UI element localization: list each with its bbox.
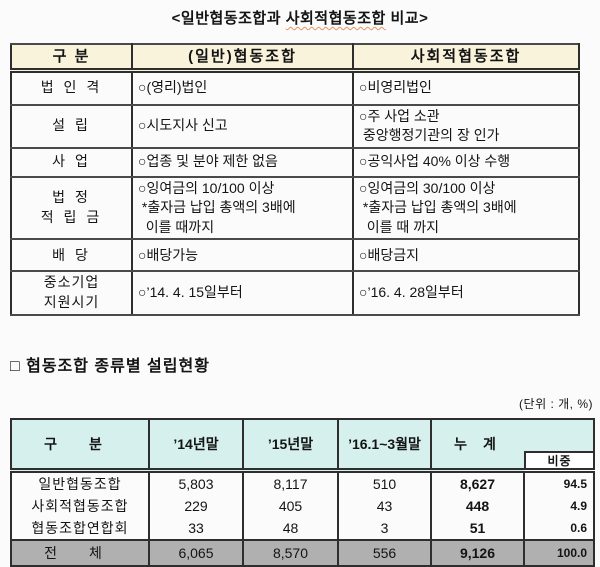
status-row-federation: 협동조합연합회 33 48 3 51 0.6 (11, 517, 594, 540)
table-row-establishment: 설 립 ○시도지사 신고 ○주 사업 소관 중앙행정기관의 장 인가 (10, 103, 580, 149)
page-title: <일반협동조합과 사회적협동조합 비교> (0, 7, 600, 28)
share-column-header: 비중 (524, 451, 593, 468)
social-coop-cell: ○잉여금의 30/100 이상 *출자금 납입 총액의 3배에 이를 때 까지 (352, 175, 580, 241)
table-row-legal-status: 법 인 격 ○(영리)법인 ○비영리법인 (10, 69, 580, 106)
header-category: 구 분 (10, 43, 133, 73)
row-label: 전 체 (11, 539, 149, 566)
cell-cumulative: 9,126 (430, 539, 524, 566)
row-label: 중소기업 지원시기 (10, 270, 133, 316)
cell-2015: 405 (242, 495, 338, 517)
cell-2016q1: 556 (337, 539, 431, 566)
status-row-general: 일반협동조합 5,803 8,117 510 8,627 94.5 (11, 470, 594, 495)
cell-share: 100.0 (523, 539, 594, 566)
general-coop-cell: ○(영리)법인 (131, 69, 354, 106)
status-header-row: 구 분 ’14년말 ’15년말 ’16.1~3월말 누 계 비중 (11, 419, 594, 473)
header-2014: ’14년말 (148, 419, 243, 473)
cell-share: 94.5 (523, 470, 594, 495)
cell-2016q1: 510 (337, 470, 431, 495)
table-row-sme-support: 중소기업 지원시기 ○’14. 4. 15일부터 ○’16. 4. 28일부터 (10, 270, 580, 316)
table-row-legal-reserve: 법 정 적 립 금 ○잉여금의 10/100 이상 *출자금 납입 총액의 3배… (10, 175, 580, 241)
header-cumulative: 누 계 (430, 419, 524, 473)
row-label: 사회적협동조합 (31, 498, 129, 514)
general-coop-cell: ○잉여금의 10/100 이상 *출자금 납입 총액의 3배에 이를 때까지 (131, 175, 354, 241)
status-row-total: 전 체 6,065 8,570 556 9,126 100.0 (11, 539, 594, 566)
row-label: 배 당 (10, 238, 133, 273)
cell-2014: 33 (148, 517, 243, 540)
status-row-social: 사회적협동조합 229 405 43 448 4.9 (11, 495, 594, 517)
social-coop-cell: ○공익사업 40% 이상 수행 (352, 146, 580, 178)
status-table: 구 분 ’14년말 ’15년말 ’16.1~3월말 누 계 비중 일반협동조합 … (10, 418, 595, 567)
section-heading: □ 협동조합 종류별 설립현황 (10, 358, 210, 375)
cell-share: 0.6 (523, 517, 594, 540)
unit-label: (단위 : 개, %) (519, 397, 593, 411)
social-coop-cell: ○배당금지 (352, 238, 580, 273)
table-row-dividend: 배 당 ○배당가능 ○배당금지 (10, 238, 580, 273)
social-coop-cell: ○주 사업 소관 중앙행정기관의 장 인가 (352, 103, 580, 149)
cell-2014: 5,803 (148, 470, 243, 495)
cell-2015: 48 (242, 517, 338, 540)
cell-2016q1: 3 (337, 517, 431, 540)
row-label: 일반협동조합 (38, 476, 122, 492)
header-2015: ’15년말 (242, 419, 338, 473)
general-coop-cell: ○’14. 4. 15일부터 (131, 270, 354, 316)
title-prefix: <일반협동조합과 (171, 10, 286, 27)
social-coop-cell: ○비영리법인 (352, 69, 580, 106)
row-label: 협동조합연합회 (31, 520, 129, 536)
cell-2015: 8,117 (242, 470, 338, 495)
document-page: <일반협동조합과 사회적협동조합 비교> 구 분 (일반)협동조합 사회적협동조… (0, 7, 600, 567)
cell-2014: 6,065 (148, 539, 243, 566)
cell-cumulative: 51 (430, 517, 524, 540)
header-social-coop: 사회적협동조합 (352, 43, 580, 73)
cell-2014: 229 (148, 495, 243, 517)
title-highlight: 사회적협동조합 (285, 10, 386, 27)
table-row-business: 사 업 ○업종 및 분야 제한 없음 ○공익사업 40% 이상 수행 (10, 146, 580, 178)
row-label: 법 인 격 (10, 69, 133, 106)
row-label: 사 업 (10, 146, 133, 178)
row-label: 법 정 적 립 금 (10, 175, 133, 241)
comparison-table: 구 분 (일반)협동조합 사회적협동조합 법 인 격 ○(영리)법인 ○비영리법… (10, 43, 580, 316)
header-share-cell: 비중 (524, 419, 594, 473)
social-coop-cell: ○’16. 4. 28일부터 (352, 270, 580, 316)
cell-share: 4.9 (523, 495, 594, 517)
header-category: 구 분 (11, 419, 149, 473)
cell-2015: 8,570 (242, 539, 338, 566)
cell-2016q1: 43 (337, 495, 431, 517)
row-label: 설 립 (10, 103, 133, 149)
general-coop-cell: ○시도지사 신고 (131, 103, 354, 149)
title-suffix: 비교> (385, 10, 429, 27)
header-2016q1: ’16.1~3월말 (337, 419, 431, 473)
general-coop-cell: ○업종 및 분야 제한 없음 (131, 146, 354, 178)
cell-cumulative: 8,627 (430, 470, 524, 495)
cell-cumulative: 448 (430, 495, 524, 517)
header-general-coop: (일반)협동조합 (131, 43, 354, 73)
comparison-header-row: 구 분 (일반)협동조합 사회적협동조합 (10, 43, 580, 73)
general-coop-cell: ○배당가능 (131, 238, 354, 273)
